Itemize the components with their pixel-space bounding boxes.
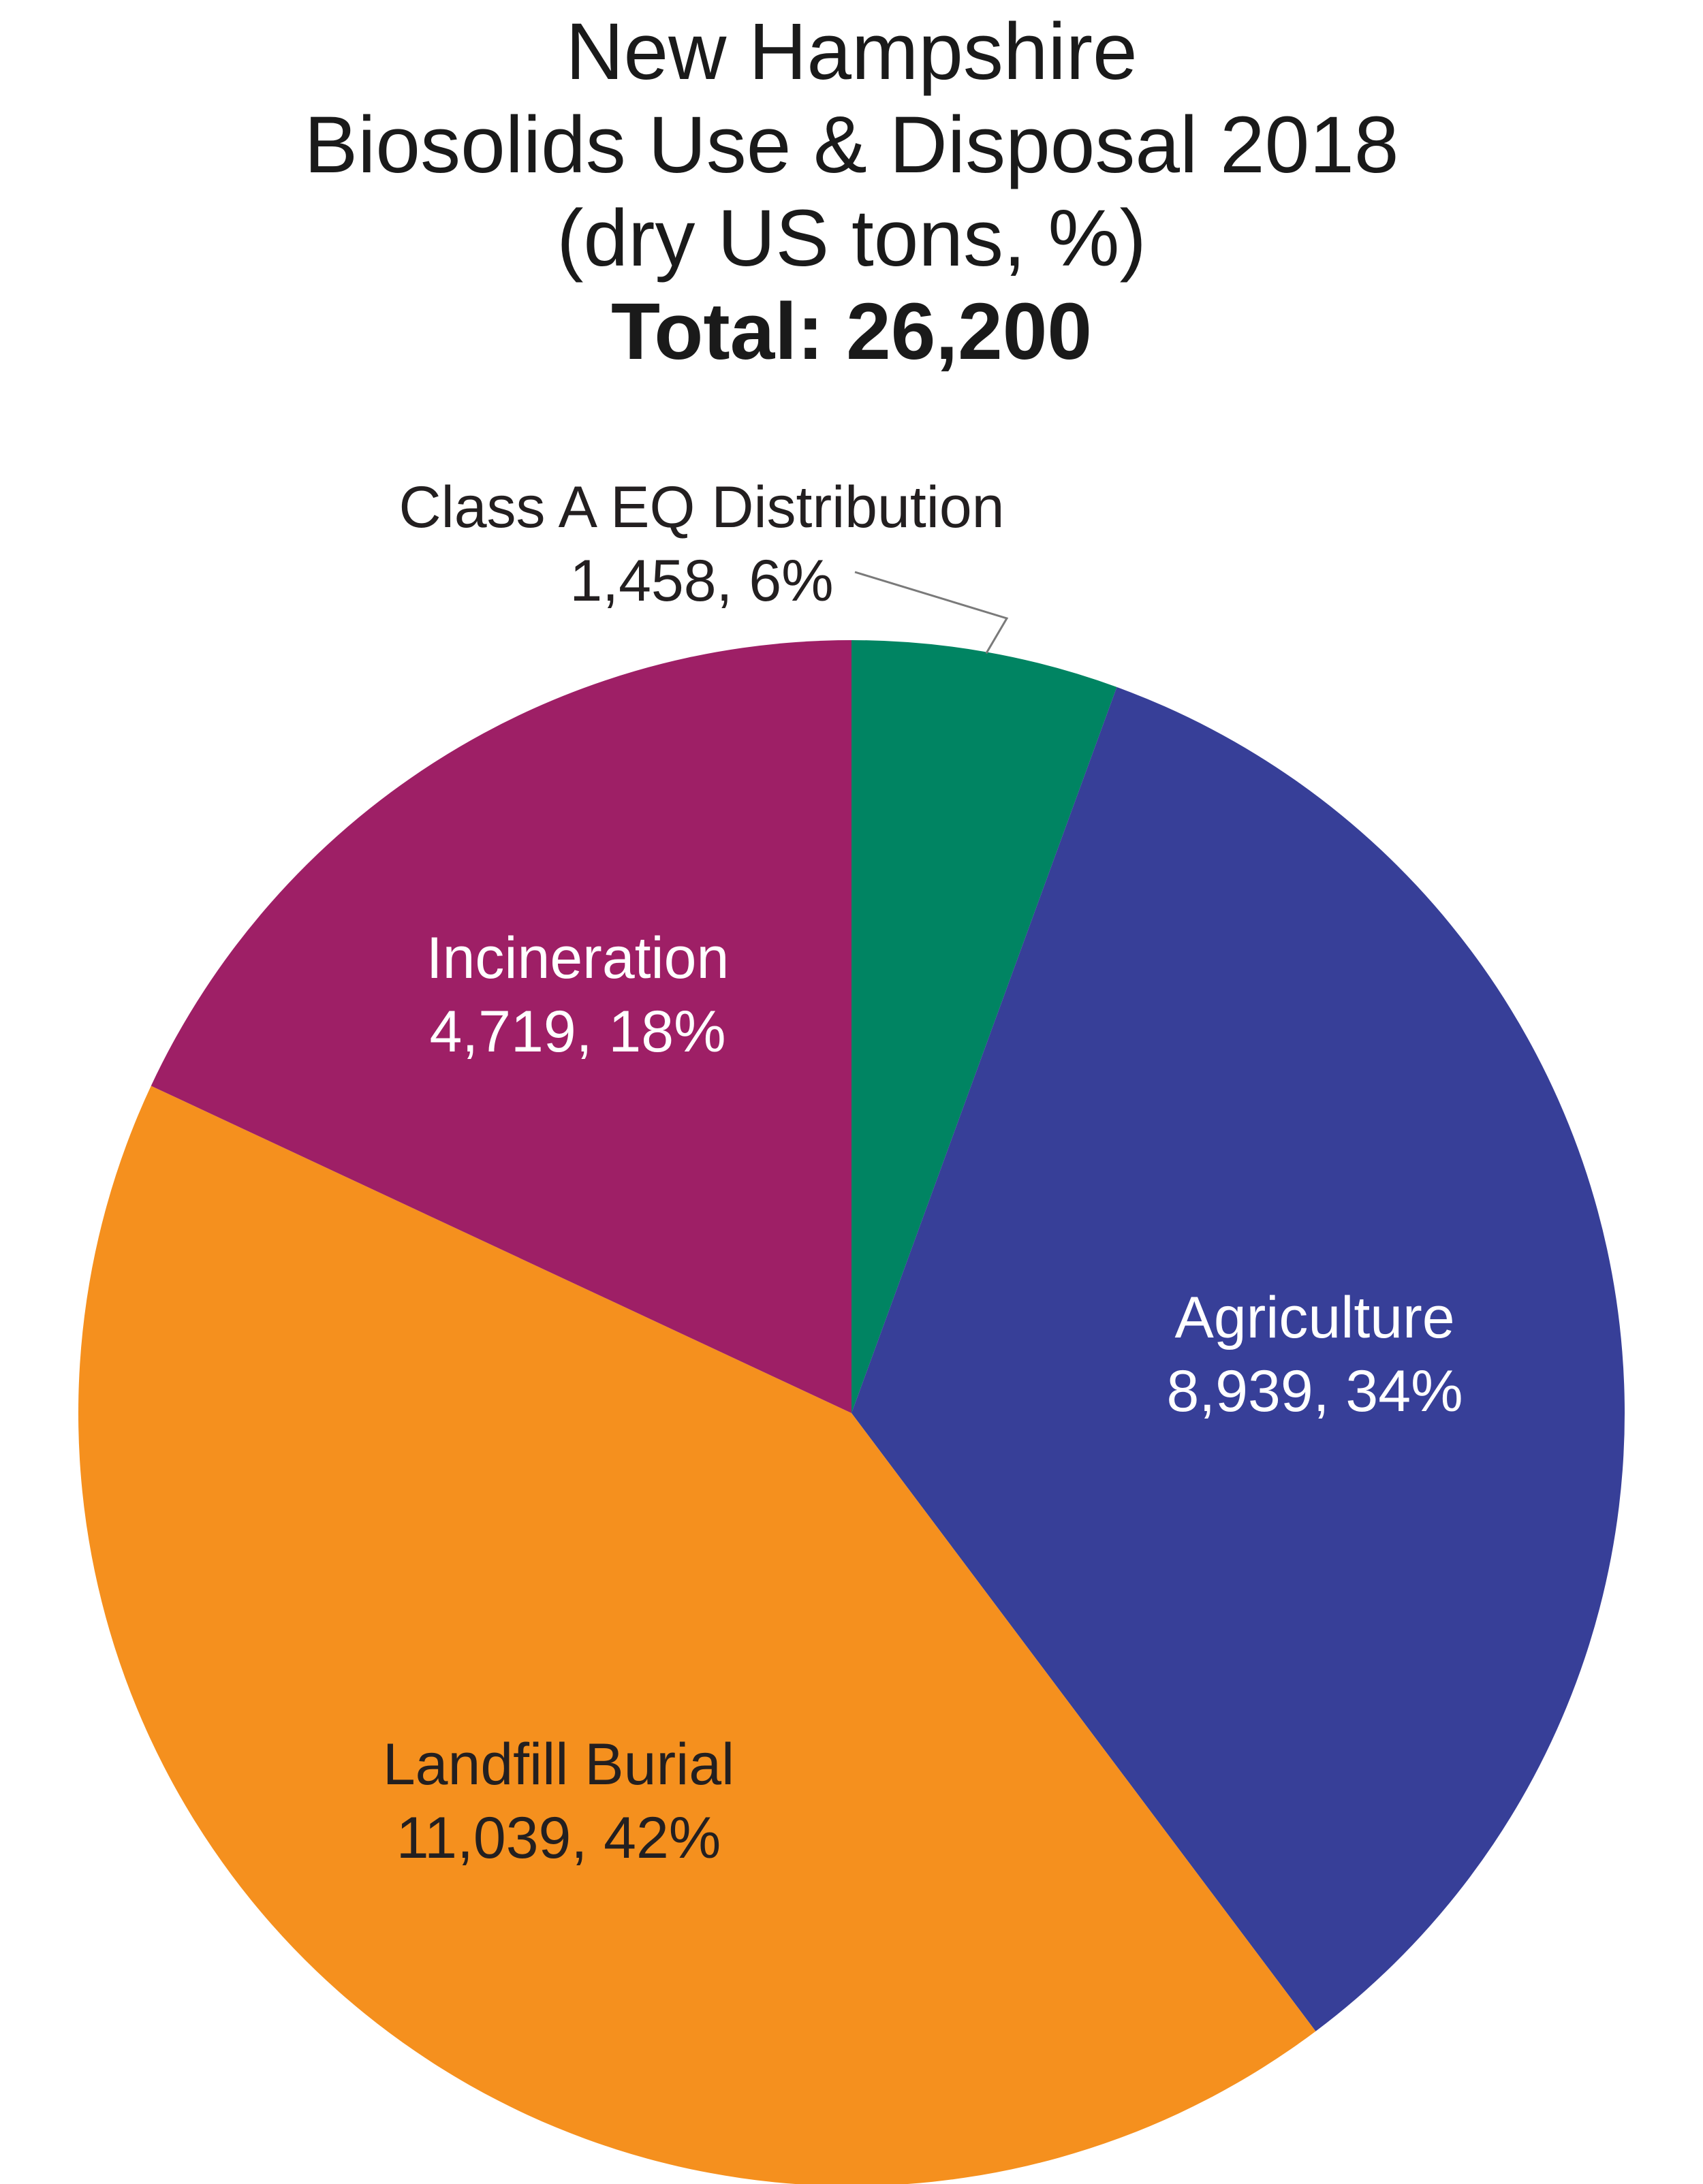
slice-label-value: 1,458, 6% xyxy=(569,548,833,614)
leader-line xyxy=(854,571,1009,654)
pie-slice-class-a-eq-distribution xyxy=(852,640,1117,1413)
slice-label-value: 4,719, 18% xyxy=(429,999,725,1064)
slice-label-name: Landfill Burial xyxy=(383,1732,734,1797)
slice-label-name: Agriculture xyxy=(1174,1285,1454,1350)
slice-label-name: Class A EQ Distribution xyxy=(399,475,1004,540)
chart-title-line-2: Biosolids Use & Disposal 2018 xyxy=(304,100,1399,190)
chart-title-line-1: New Hampshire xyxy=(565,7,1138,97)
slice-label-name: Incineration xyxy=(426,925,730,991)
pie-slice-agriculture xyxy=(852,686,1625,2031)
pie-slice-incineration xyxy=(151,640,852,1413)
chart-title-line-3: (dry US tons, %) xyxy=(557,193,1146,283)
chart-title-total: Total: 26,200 xyxy=(610,287,1093,377)
pie-slices xyxy=(78,640,1625,2184)
chart-title: New Hampshire Biosolids Use & Disposal 2… xyxy=(0,5,1703,379)
pie-slice-landfill-burial xyxy=(78,1086,1316,2184)
slice-label-value: 8,939, 34% xyxy=(1166,1359,1463,1424)
pie-labels: Class A EQ Distribution 1,458, 6% Agricult… xyxy=(383,475,1463,1871)
slice-label-value: 11,039, 42% xyxy=(396,1805,721,1871)
